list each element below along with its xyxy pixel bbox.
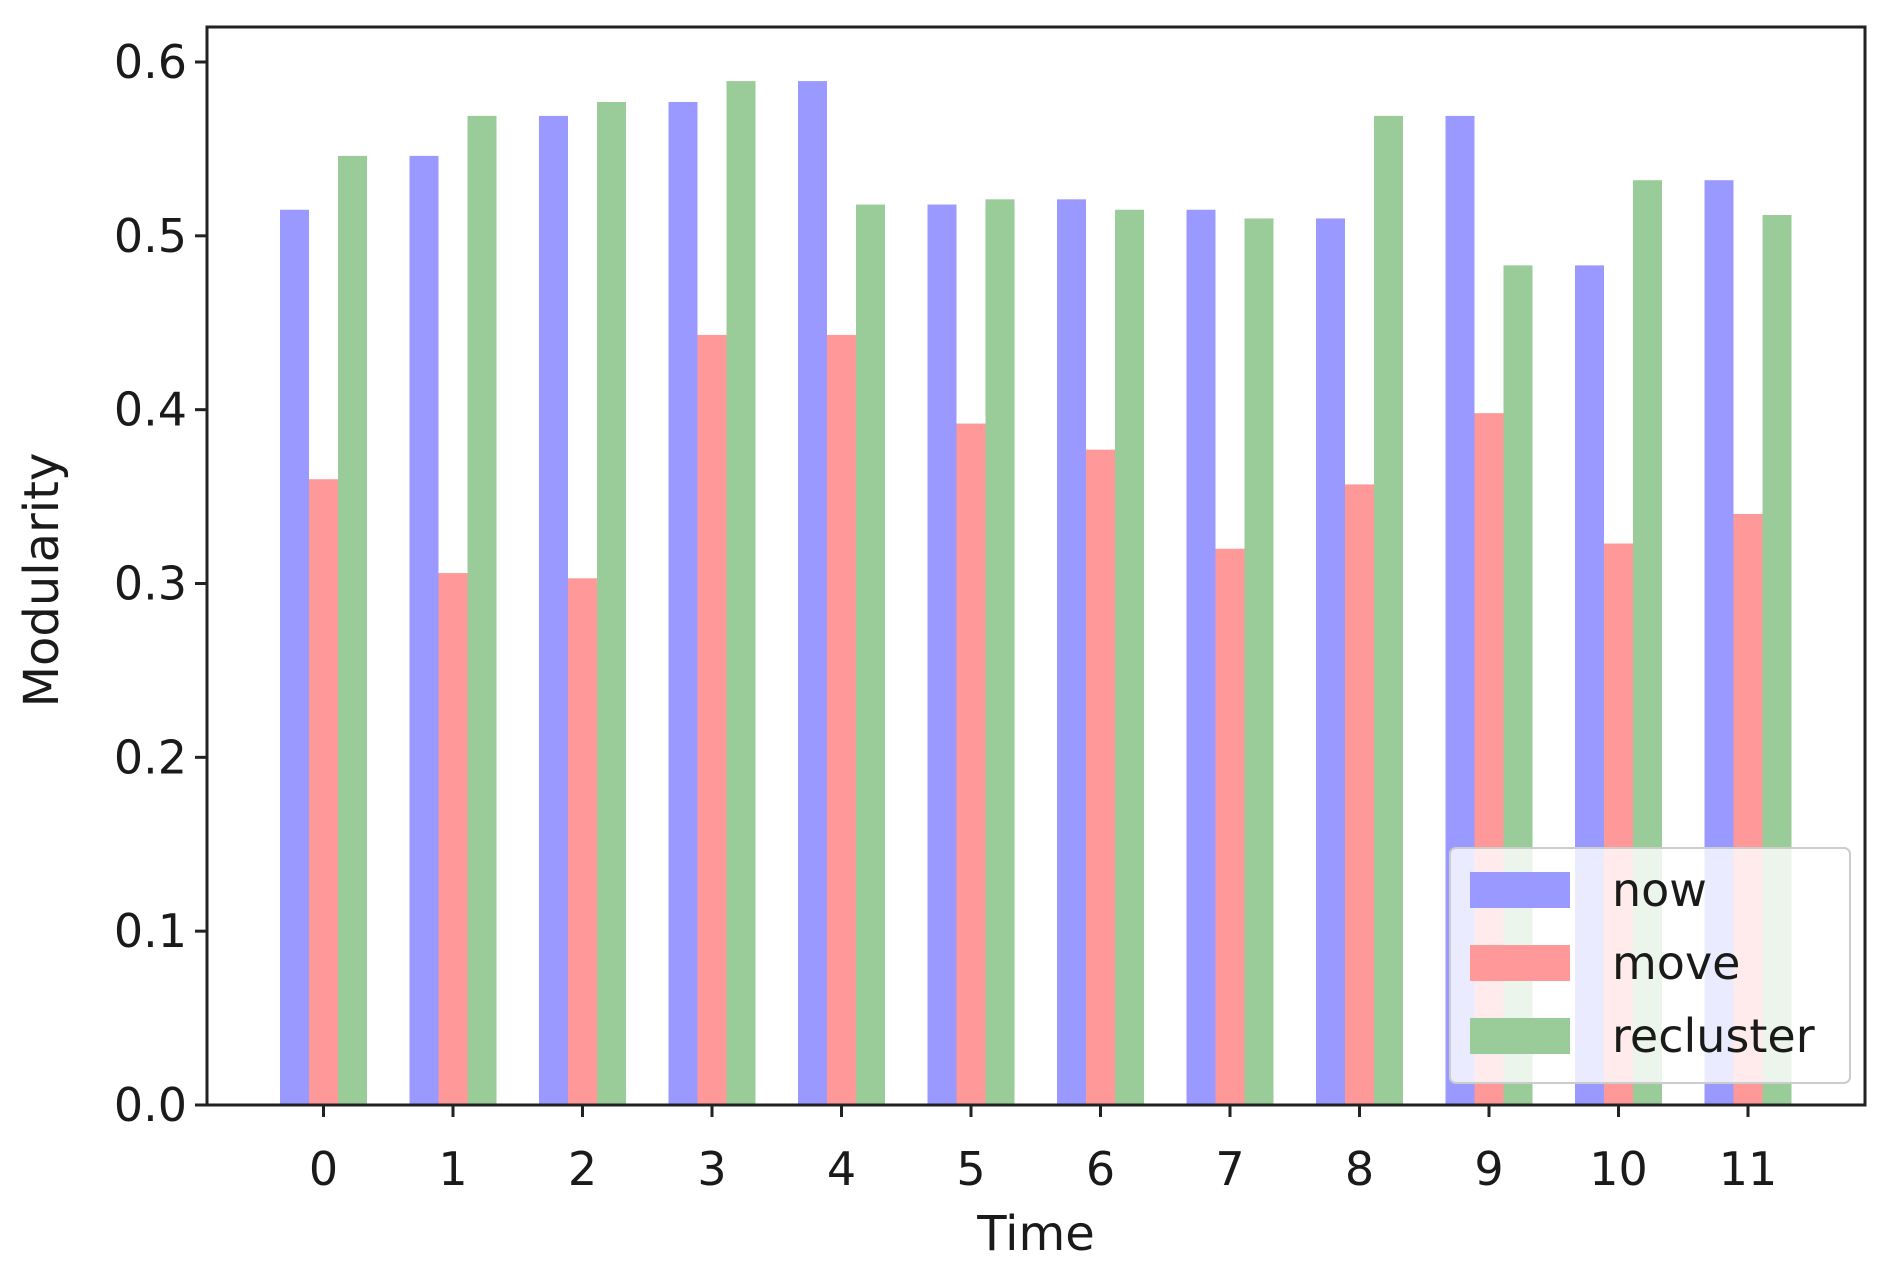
bar-move-2 xyxy=(568,578,597,1105)
x-tick-label: 7 xyxy=(1215,1142,1244,1196)
x-tick-label: 3 xyxy=(697,1142,726,1196)
bar-move-1 xyxy=(438,573,468,1105)
y-axis: 0.0 0.1 0.2 0.3 0.4 0.5 0.6 xyxy=(114,35,207,1132)
plot-frame xyxy=(205,25,1867,1107)
bar-recluster-5 xyxy=(985,199,1015,1105)
x-tick-label: 0 xyxy=(309,1142,338,1196)
y-axis-label: Modularity xyxy=(14,453,70,708)
y-tick-label: 0.4 xyxy=(114,383,187,437)
bar-recluster-8 xyxy=(1374,115,1403,1106)
legend-label-recluster: recluster xyxy=(1612,1009,1815,1063)
y-tick-label: 0.1 xyxy=(114,904,187,958)
x-tick-label: 10 xyxy=(1589,1142,1648,1196)
legend-swatch-now xyxy=(1470,872,1570,908)
x-tick-label: 11 xyxy=(1719,1142,1778,1196)
bar-recluster-3 xyxy=(726,81,756,1106)
y-tick-label: 0.6 xyxy=(114,35,187,89)
bar-now-0 xyxy=(280,209,309,1106)
x-tick-label: 1 xyxy=(438,1142,467,1196)
y-tick-label: 0.0 xyxy=(114,1078,187,1132)
x-tick-label: 4 xyxy=(827,1142,856,1196)
bar-move-8 xyxy=(1345,484,1374,1105)
y-tick-label: 0.2 xyxy=(114,730,187,784)
bar-recluster-6 xyxy=(1115,209,1144,1106)
x-axis: 0 1 2 3 4 5 6 7 8 9 10 11 xyxy=(309,1105,1777,1196)
bar-move-5 xyxy=(956,423,986,1105)
x-tick-label: 2 xyxy=(568,1142,597,1196)
bar-move-0 xyxy=(309,479,338,1105)
bar-now-4 xyxy=(798,81,827,1106)
x-axis-label: Time xyxy=(976,1206,1094,1262)
y-tick-label: 0.5 xyxy=(114,209,187,263)
legend: now move recluster xyxy=(1449,847,1851,1084)
x-tick-label: 5 xyxy=(956,1142,985,1196)
bar-move-7 xyxy=(1215,548,1245,1105)
bar-now-6 xyxy=(1057,199,1086,1105)
bar-move-3 xyxy=(697,334,727,1105)
x-tick-label: 8 xyxy=(1345,1142,1374,1196)
x-tick-label: 6 xyxy=(1086,1142,1115,1196)
legend-label-now: now xyxy=(1612,863,1707,917)
y-tick-label: 0.3 xyxy=(114,557,187,611)
bar-now-7 xyxy=(1186,209,1216,1106)
bar-now-2 xyxy=(539,115,568,1106)
bar-now-5 xyxy=(927,204,957,1105)
bar-recluster-2 xyxy=(597,101,626,1105)
bar-recluster-0 xyxy=(338,155,367,1105)
bar-recluster-4 xyxy=(856,204,885,1105)
bar-now-3 xyxy=(668,101,698,1105)
legend-swatch-recluster xyxy=(1470,1018,1570,1054)
bar-now-1 xyxy=(409,155,439,1105)
legend-label-move: move xyxy=(1612,936,1740,990)
bar-recluster-7 xyxy=(1244,218,1274,1105)
legend-swatch-move xyxy=(1470,945,1570,981)
x-tick-label: 9 xyxy=(1474,1142,1503,1196)
bar-move-4 xyxy=(827,334,856,1105)
bar-move-6 xyxy=(1086,449,1115,1106)
bar-now-8 xyxy=(1316,218,1345,1105)
bar-recluster-1 xyxy=(467,115,497,1106)
